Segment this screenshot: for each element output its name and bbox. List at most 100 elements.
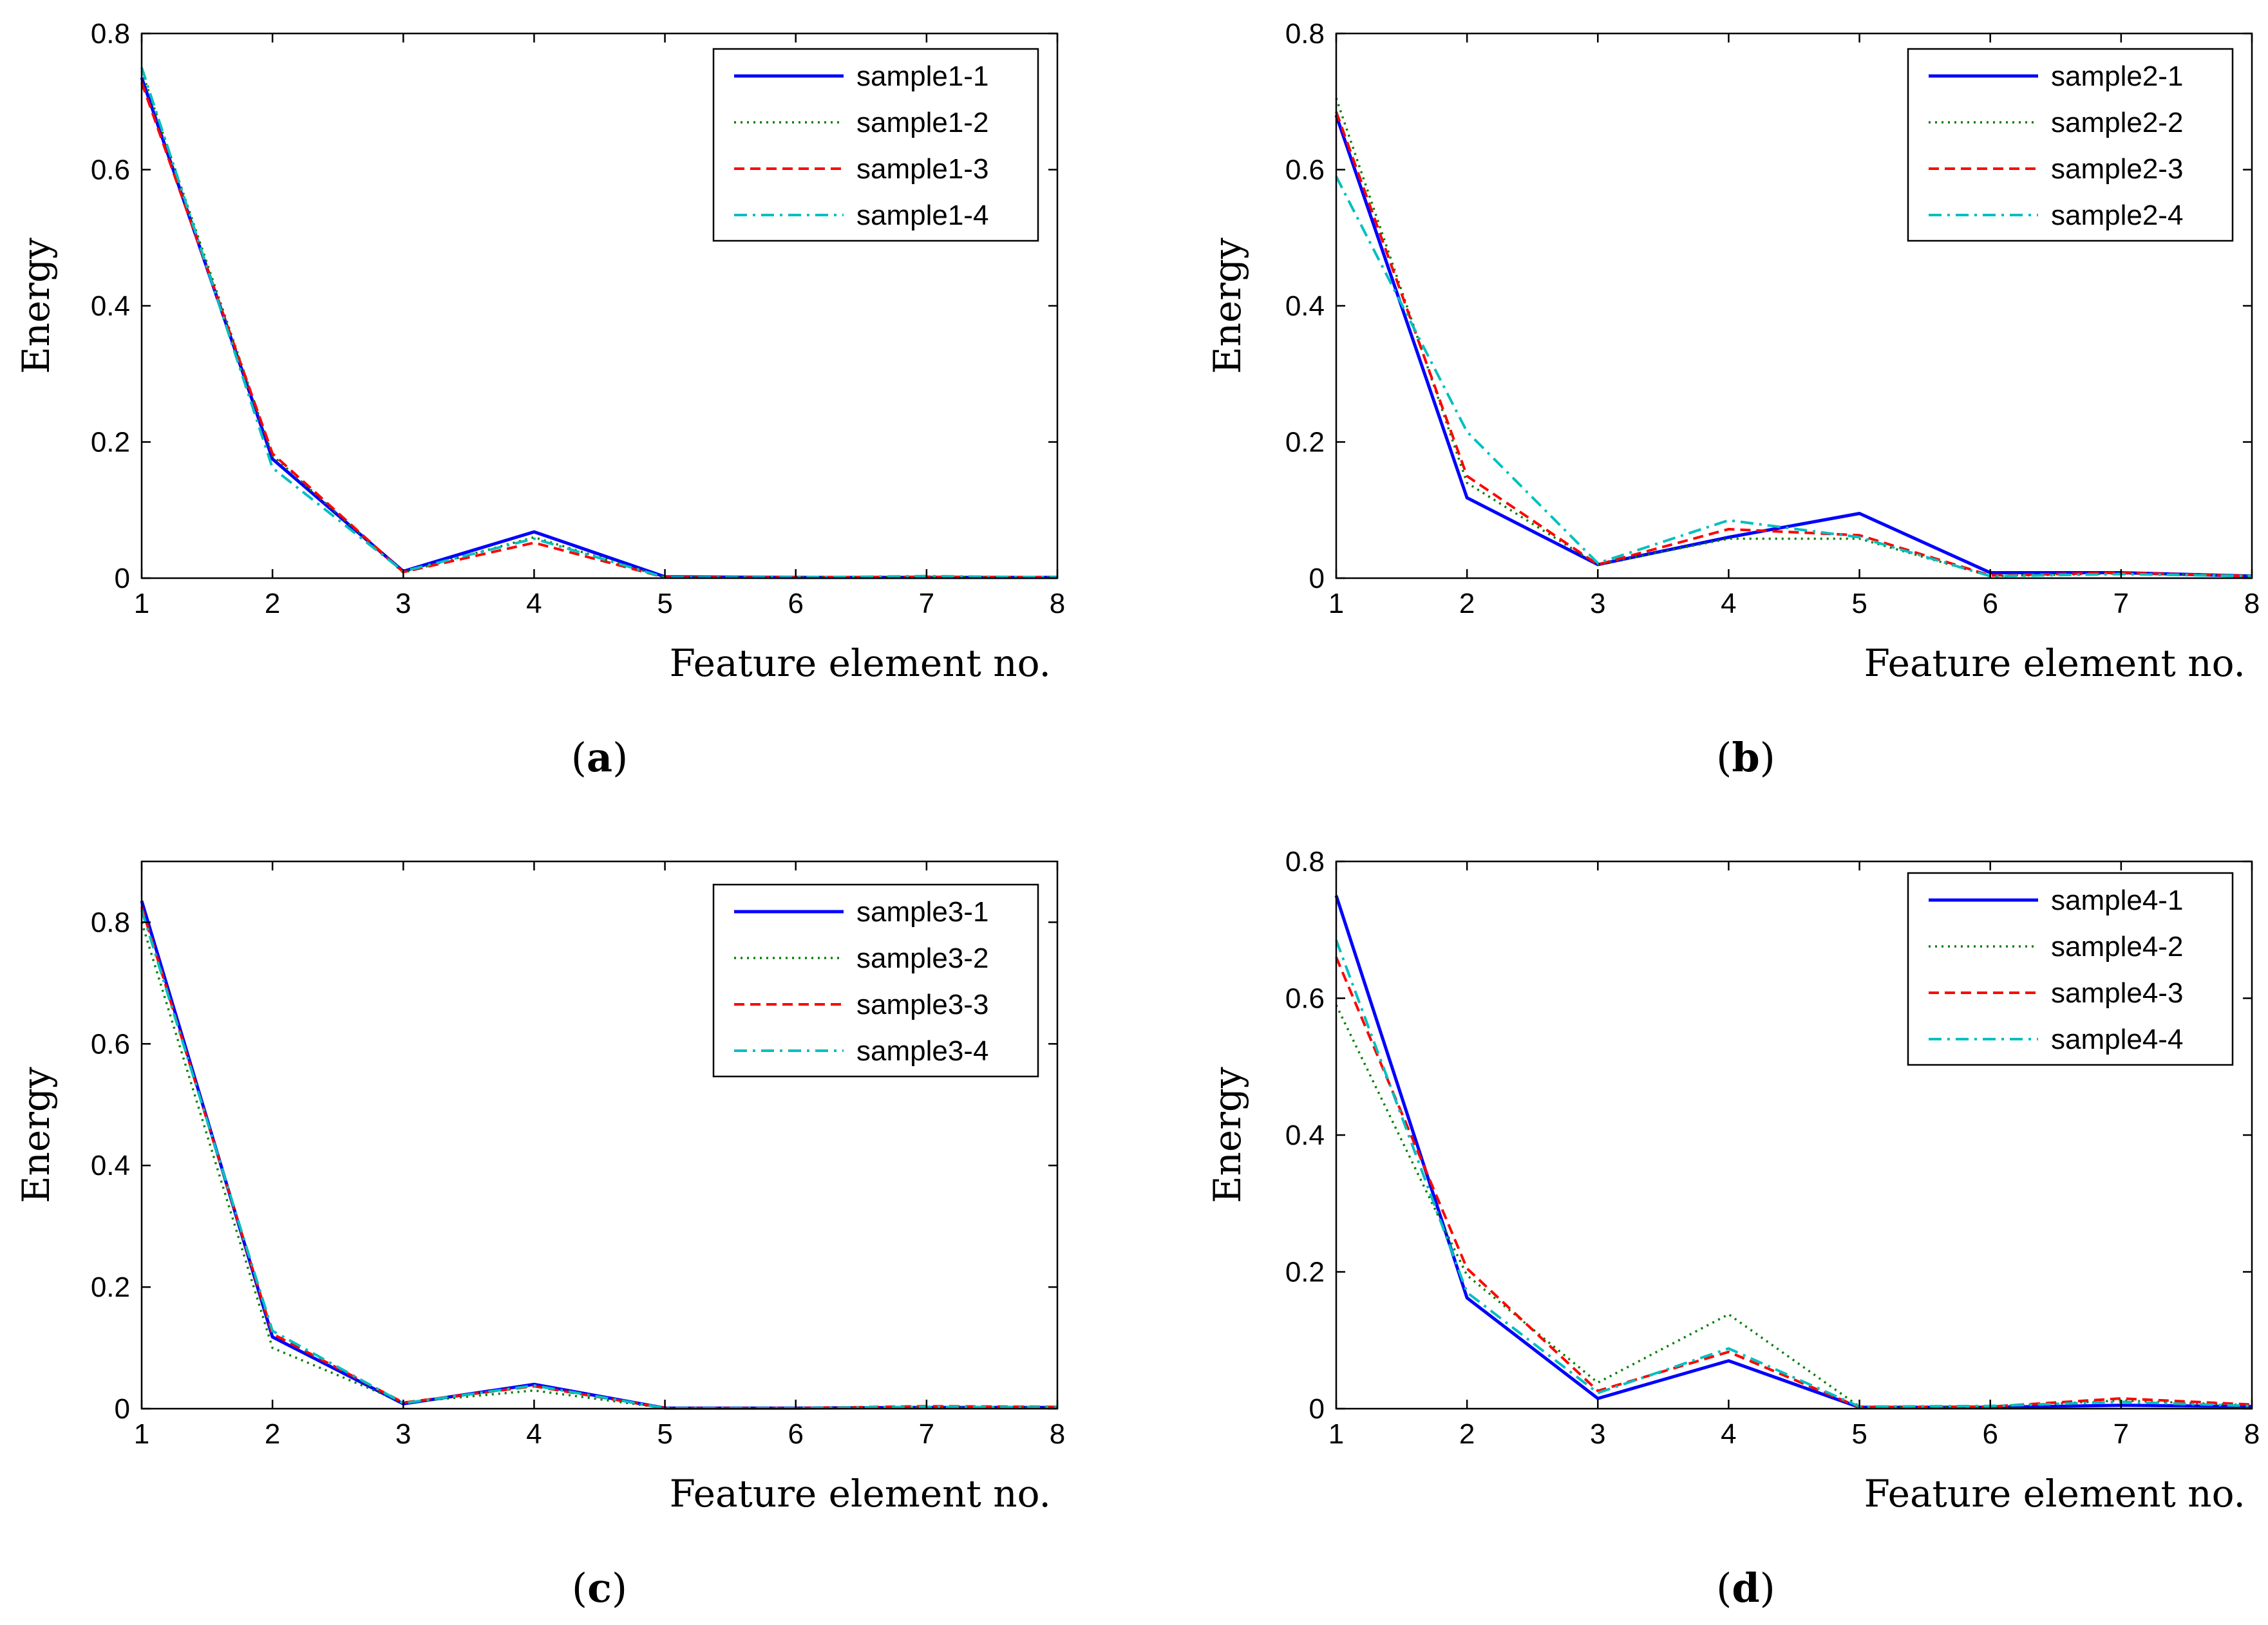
panel-c-legend-box bbox=[712, 883, 1039, 1078]
legend-text-sample2-3: sample2-3 bbox=[2051, 153, 2183, 185]
panel-b-y-axis-label: Energy bbox=[1205, 238, 1249, 374]
panel-a-y-axis-label: Energy bbox=[14, 238, 58, 374]
x-tick-label: 6 bbox=[1982, 588, 1998, 619]
legend-text-sample3-4: sample3-4 bbox=[856, 1035, 988, 1067]
panel-d-caption: (d) bbox=[1716, 1564, 1775, 1611]
legend-text-sample2-2: sample2-2 bbox=[2051, 107, 2183, 138]
y-tick-label: 0.2 bbox=[91, 1272, 130, 1303]
y-tick-label: 0.8 bbox=[1285, 846, 1325, 878]
legend-text-sample4-3: sample4-3 bbox=[2051, 977, 2183, 1009]
x-tick-label: 6 bbox=[788, 1418, 803, 1450]
x-tick-label: 8 bbox=[2244, 588, 2260, 619]
panel-d-y-axis-label: Energy bbox=[1205, 1067, 1249, 1203]
legend-text-sample1-4: sample1-4 bbox=[856, 200, 988, 231]
panel-d: 1 2 3 4 5 6 7 8 0 0.2 0.4 0.6 0.8 Feature element no… bbox=[1205, 846, 2260, 1611]
y-tick-label: 0.8 bbox=[91, 18, 130, 50]
legend-text-sample4-1: sample4-1 bbox=[2051, 885, 2183, 916]
y-tick-label: 0.2 bbox=[1285, 1257, 1325, 1288]
x-tick-label: 8 bbox=[2244, 1418, 2260, 1450]
x-tick-label: 5 bbox=[1851, 1418, 1867, 1450]
panel-c: 1 2 3 4 5 6 7 8 0 0.2 0.4 0.6 0.8 Feature element no… bbox=[14, 860, 1065, 1611]
legend-text-sample1-1: sample1-1 bbox=[856, 61, 988, 92]
panel-a-legend: sample1-1 sample1-2 sample1-3 sample1-4 bbox=[712, 48, 1039, 242]
y-tick-label: 0 bbox=[115, 563, 130, 594]
x-tick-label: 2 bbox=[265, 588, 280, 619]
panel-b: 1 2 3 4 5 6 7 8 0 0.2 0.4 0.6 0.8 Feature element no… bbox=[1205, 18, 2260, 781]
panel-b-legend: sample2-1 sample2-2 sample2-3 sample2-4 bbox=[1907, 48, 2234, 242]
panel-c-y-axis-label: Energy bbox=[14, 1067, 58, 1203]
x-tick-label: 7 bbox=[919, 588, 934, 619]
x-tick-label: 1 bbox=[1328, 1418, 1344, 1450]
panel-b-caption: (b) bbox=[1716, 734, 1775, 781]
y-tick-label: 0 bbox=[115, 1393, 130, 1425]
panel-b-legend-box bbox=[1907, 48, 2234, 242]
series-line-sample4-1 bbox=[1334, 895, 2253, 1409]
x-tick-label: 1 bbox=[134, 588, 149, 619]
panel-d-legend-box bbox=[1907, 872, 2234, 1066]
x-tick-label: 7 bbox=[919, 1418, 934, 1450]
series-line-sample2-2 bbox=[1335, 97, 2253, 578]
panel-b-x-axis-label: Feature element no. bbox=[1864, 641, 2245, 685]
y-tick-label: 0.2 bbox=[1285, 427, 1325, 458]
panel-a-caption: (a) bbox=[571, 734, 628, 781]
y-tick-label: 0.4 bbox=[91, 290, 130, 322]
x-tick-label: 4 bbox=[526, 1418, 542, 1450]
y-tick-label: 0.6 bbox=[1285, 155, 1325, 186]
series-line-sample2-1 bbox=[1334, 115, 2253, 578]
x-tick-label: 2 bbox=[265, 1418, 280, 1450]
x-tick-label: 1 bbox=[134, 1418, 149, 1450]
legend-text-sample3-1: sample3-1 bbox=[856, 896, 988, 928]
panel-a-plot-area bbox=[140, 32, 1059, 579]
x-tick-label: 8 bbox=[1050, 1418, 1065, 1450]
x-tick-label: 3 bbox=[395, 1418, 411, 1450]
series-line-sample2-3 bbox=[1335, 111, 2253, 578]
panel-d-marks: 1 2 3 4 5 6 7 8 0 0.2 0.4 0.6 0.8 bbox=[1285, 846, 2260, 1450]
series-line-sample4-3 bbox=[1335, 957, 2253, 1409]
x-tick-label: 7 bbox=[2113, 1418, 2129, 1450]
series-line-sample1-3 bbox=[140, 82, 1058, 579]
y-tick-label: 0.4 bbox=[1285, 1120, 1325, 1151]
x-tick-label: 5 bbox=[1851, 588, 1867, 619]
series-line-sample4-2 bbox=[1335, 1004, 2253, 1408]
series-line-sample4-4 bbox=[1335, 939, 2253, 1408]
x-tick-label: 2 bbox=[1459, 588, 1475, 619]
panel-c-marks: 1 2 3 4 5 6 7 8 0 0.2 0.4 0.6 0.8 bbox=[91, 861, 1065, 1450]
x-tick-label: 2 bbox=[1459, 1418, 1475, 1450]
series-line-sample2-4 bbox=[1335, 176, 2253, 578]
legend-text-sample2-4: sample2-4 bbox=[2051, 200, 2183, 231]
y-tick-label: 0.6 bbox=[91, 155, 130, 186]
legend-text-sample3-2: sample3-2 bbox=[856, 943, 988, 974]
series-line-sample1-4 bbox=[140, 67, 1058, 579]
x-tick-label: 1 bbox=[1328, 588, 1344, 619]
legend-text-sample3-3: sample3-3 bbox=[856, 989, 988, 1020]
y-tick-label: 0.2 bbox=[91, 427, 130, 458]
y-tick-label: 0.4 bbox=[1285, 290, 1325, 322]
panel-c-legend: sample3-1 sample3-2 sample3-3 sample3-4 bbox=[712, 883, 1039, 1078]
y-tick-label: 0 bbox=[1309, 1393, 1325, 1425]
legend-text-sample4-2: sample4-2 bbox=[2051, 931, 2183, 963]
x-tick-label: 4 bbox=[1721, 588, 1736, 619]
x-tick-label: 5 bbox=[657, 1418, 672, 1450]
x-tick-label: 3 bbox=[1590, 588, 1605, 619]
panel-c-caption: (c) bbox=[572, 1564, 627, 1611]
series-line-sample3-4 bbox=[140, 910, 1058, 1410]
x-tick-label: 6 bbox=[1982, 1418, 1998, 1450]
legend-text-sample2-1: sample2-1 bbox=[2051, 61, 2183, 92]
y-tick-label: 0 bbox=[1309, 563, 1325, 594]
legend-text-sample4-4: sample4-4 bbox=[2051, 1024, 2183, 1055]
panel-a-legend-box bbox=[712, 48, 1039, 242]
legend-text-sample1-2: sample1-2 bbox=[856, 107, 988, 138]
panel-d-legend: sample4-1 sample4-2 sample4-3 sample4-4 bbox=[1907, 872, 2234, 1066]
x-tick-label: 4 bbox=[526, 588, 542, 619]
legend-text-sample1-3: sample1-3 bbox=[856, 153, 988, 185]
y-tick-label: 0.4 bbox=[91, 1150, 130, 1181]
x-tick-label: 4 bbox=[1721, 1418, 1736, 1450]
x-tick-label: 3 bbox=[1590, 1418, 1605, 1450]
panel-d-plot-area bbox=[1335, 860, 2253, 1410]
y-tick-label: 0.6 bbox=[91, 1028, 130, 1060]
y-tick-label: 0.6 bbox=[1285, 983, 1325, 1015]
panel-a-x-axis-label: Feature element no. bbox=[670, 641, 1051, 685]
x-tick-label: 5 bbox=[657, 588, 672, 619]
x-tick-label: 3 bbox=[395, 588, 411, 619]
